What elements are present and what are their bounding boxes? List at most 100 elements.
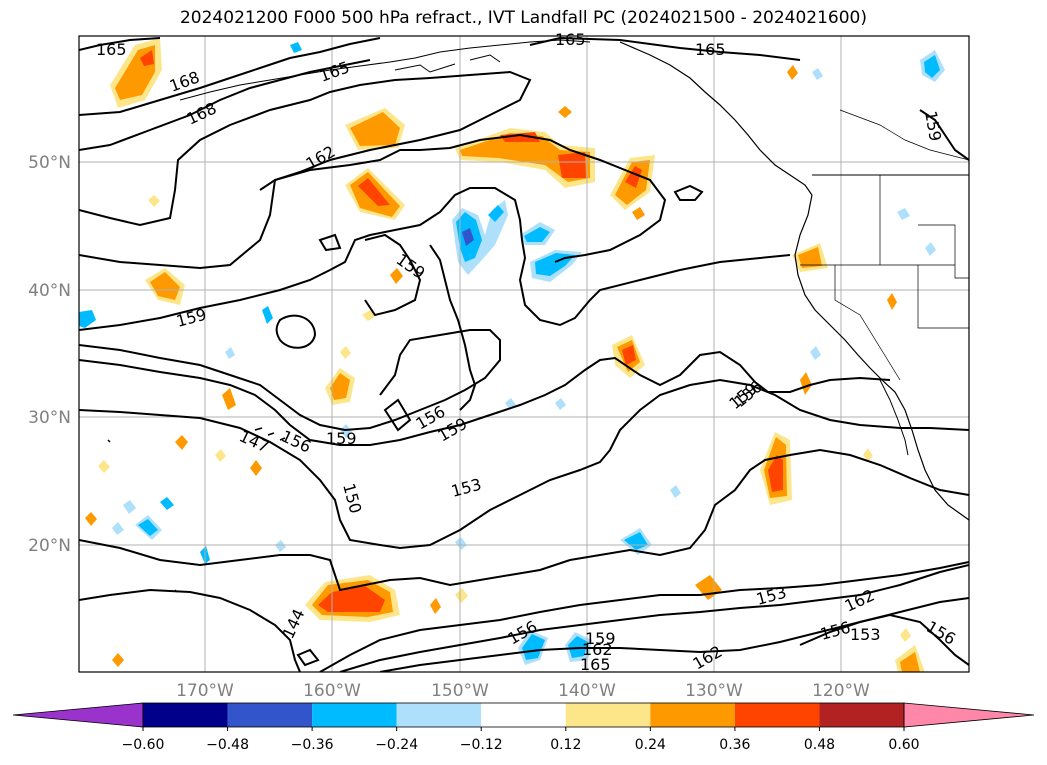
negative-anomaly-speck xyxy=(225,347,235,359)
colorbar-tick-label: 0.36 xyxy=(719,737,750,753)
positive-anomaly-speck xyxy=(863,448,873,462)
contour-label: 165 xyxy=(580,655,611,674)
contour-159-west xyxy=(79,187,791,331)
contour-label: 159 xyxy=(585,629,616,648)
positive-anomaly-area xyxy=(318,586,385,612)
contour-label: 156 xyxy=(818,618,852,644)
contour-159-northeast xyxy=(919,109,969,161)
contour-label: 162 xyxy=(690,642,726,674)
contour-small-loops xyxy=(275,184,704,667)
contour-156 xyxy=(79,350,891,446)
positive-anomaly-area xyxy=(330,373,350,400)
colorbar-segment xyxy=(819,703,904,727)
kuril-aleutian-specks xyxy=(107,439,178,593)
contour-label: 168 xyxy=(167,67,202,95)
alaska-panhandle-coast xyxy=(619,41,813,196)
contour-168 xyxy=(79,59,371,151)
colorbar-segment xyxy=(227,703,313,727)
colorbar-tick-label: 0.48 xyxy=(804,737,835,753)
contour-168-165 xyxy=(79,37,381,116)
positive-anomaly-area xyxy=(558,152,586,178)
lon-label-160w: 160°W xyxy=(303,681,361,701)
contour-159-main xyxy=(79,133,667,270)
contour-label: 156 xyxy=(278,426,314,456)
positive-anomaly-speck xyxy=(98,460,110,473)
negative-anomaly-speck xyxy=(123,500,136,514)
negative-anomaly-area xyxy=(488,205,504,222)
positive-anomaly-speck xyxy=(148,195,160,207)
colorbar-tick-label: 0.24 xyxy=(635,737,666,753)
lon-label-120w: 120°W xyxy=(812,681,870,701)
colorbar-tick-label: −0.60 xyxy=(122,737,165,753)
positive-anomaly-speck xyxy=(887,293,897,310)
positive-anomaly-speck xyxy=(430,598,441,614)
contour-144 xyxy=(79,588,301,672)
positive-anomaly-area xyxy=(622,345,636,365)
positive-anomaly-area xyxy=(798,247,822,268)
small-positive-specks xyxy=(85,65,911,667)
positive-anomaly-speck xyxy=(175,435,188,450)
negative-anomaly-speck xyxy=(897,208,910,220)
lon-label-130w: 130°W xyxy=(685,681,743,701)
baja-california-coast xyxy=(879,379,909,456)
negative-anomaly-area xyxy=(462,228,474,246)
map-title: 2024021200 F000 500 hPa refract., IVT La… xyxy=(179,8,867,28)
contour-label: 144 xyxy=(278,606,308,642)
contour-label: 153 xyxy=(850,625,881,644)
state-borders xyxy=(800,109,969,381)
colorbar-tick-label: −0.36 xyxy=(291,737,334,753)
colorbar-extend-min xyxy=(12,702,144,728)
contour-label: 165 xyxy=(317,57,352,85)
contour-label: 147 xyxy=(236,426,272,456)
negative-anomaly-speck xyxy=(275,540,286,552)
positive-anomaly-area xyxy=(140,50,154,66)
positive-anomaly-speck xyxy=(215,449,226,462)
positive-anomaly-area xyxy=(900,652,920,672)
positive-anomaly-speck xyxy=(222,388,236,410)
lat-label-30n: 30°N xyxy=(28,408,71,428)
contour-label: 159 xyxy=(326,429,357,448)
longitude-labels: 170°W 160°W 150°W 140°W 130°W 120°W xyxy=(176,681,870,701)
lon-label-150w: 150°W xyxy=(431,681,489,701)
colorbar-tick-label: 0.12 xyxy=(550,737,581,753)
contour-label: 165 xyxy=(695,40,726,59)
negative-anomaly-speck xyxy=(810,346,821,360)
negative-anomaly-area xyxy=(524,227,550,242)
colorbar-segment xyxy=(312,703,397,727)
contour-156-south xyxy=(319,561,969,672)
negative-anomaly-speck xyxy=(290,42,302,53)
negative-anomaly-area xyxy=(79,310,96,328)
alaska-coastline xyxy=(179,39,591,101)
negative-anomaly-speck xyxy=(112,522,124,535)
negative-anomaly-area xyxy=(522,634,545,660)
latitude-labels: 50°N 40°N 30°N 20°N xyxy=(28,153,71,556)
contour-inner-loop xyxy=(364,233,422,317)
contour-156-southeast xyxy=(799,613,969,666)
lat-label-40n: 40°N xyxy=(28,281,71,301)
colorbar-tick-label: −0.24 xyxy=(375,737,418,753)
positive-anomaly-area xyxy=(150,272,180,300)
negative-anomaly-speck xyxy=(340,424,352,438)
positive-anomaly-area xyxy=(625,166,642,188)
lon-label-140w: 140°W xyxy=(558,681,616,701)
positive-anomaly-speck xyxy=(787,65,798,80)
colorbar-segment xyxy=(650,703,735,727)
colorbar-tick-label: −0.12 xyxy=(460,737,503,753)
colorbar-segment xyxy=(396,703,482,727)
north-america-west-coast xyxy=(794,194,969,521)
map-frame xyxy=(78,35,970,673)
negative-anomaly-speck xyxy=(670,485,681,498)
colorbar-segment xyxy=(481,703,566,727)
positive-anomaly-speck xyxy=(340,346,351,359)
colorbar: −0.60 −0.48 −0.36 −0.24 −0.12 0.12 0.24 0.36 0.4… xyxy=(12,702,1035,753)
contour-label: 162 xyxy=(842,585,878,615)
negative-anomaly-speck xyxy=(160,497,174,510)
contour-lines xyxy=(79,36,969,672)
contour-153-south xyxy=(339,564,969,672)
positive-anomaly-speck xyxy=(900,628,911,642)
negative-anomaly-area xyxy=(924,55,940,78)
contour-162 xyxy=(79,70,532,227)
positive-anomaly-speck xyxy=(85,512,97,526)
colorbar-extend-max xyxy=(903,702,1035,728)
